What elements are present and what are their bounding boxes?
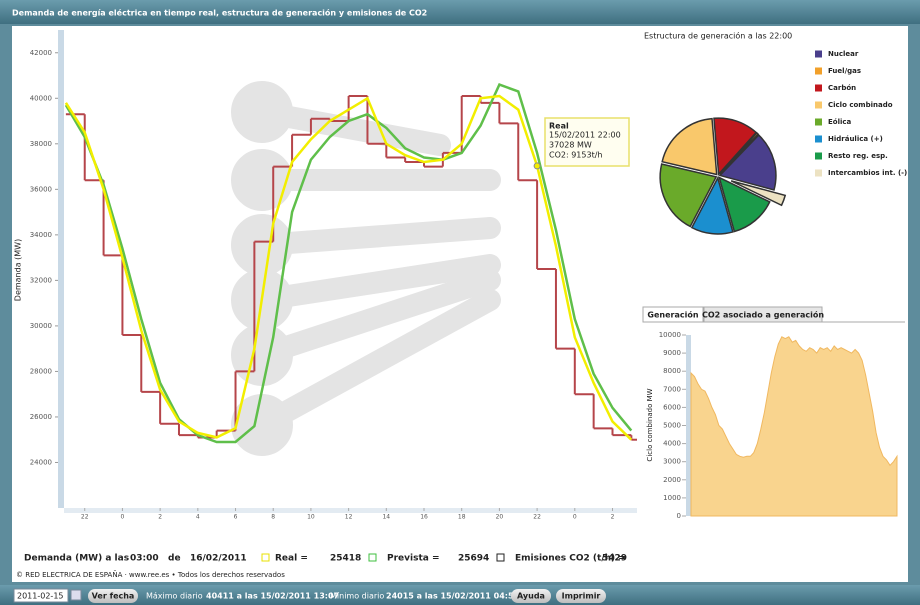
y-tick-label: 5000	[663, 422, 681, 430]
y-tick-label: 8000	[663, 367, 681, 375]
tooltip-value: 37028 MW	[549, 141, 592, 150]
y-tick-label: 42000	[30, 49, 52, 57]
y-tick-label: 1000	[663, 494, 681, 502]
legend-swatch	[815, 170, 822, 177]
legend-swatch	[815, 153, 822, 160]
y-tick-label: 34000	[30, 231, 52, 239]
legend-swatch	[815, 102, 822, 109]
tooltip-date: 15/02/2011 22:00	[549, 131, 621, 140]
calendar-icon[interactable]	[71, 590, 81, 600]
tab-label[interactable]: Generación	[647, 310, 698, 320]
legend-label: Intercambios int. (-)	[828, 169, 907, 177]
copyright: © RED ELECTRICA DE ESPAÑA · www.ree.es •…	[16, 570, 285, 579]
x-tick-label: 0	[121, 514, 125, 521]
y-axis-label: Ciclo combinado MW	[646, 388, 654, 461]
y-tick-label: 24000	[30, 458, 52, 466]
x-axis-strip	[64, 508, 637, 513]
page: {"header": {"title": "Demanda de energía…	[0, 0, 920, 605]
co2-value: 5429	[602, 554, 627, 564]
y-tick-label: 7000	[663, 385, 681, 393]
legend-marker	[262, 554, 269, 561]
real-value: 25418	[330, 554, 361, 564]
y-tick-label: 10000	[659, 331, 681, 339]
legend-swatch	[815, 119, 822, 126]
max-label: Máximo diario	[146, 592, 203, 601]
y-tick-label: 32000	[30, 276, 52, 284]
prev-value: 25694	[458, 554, 489, 564]
legend-swatch	[815, 85, 822, 92]
screen: Demanda de energía eléctrica en tiempo r…	[0, 0, 920, 605]
legend-label: Eólica	[828, 118, 852, 126]
x-tick-label: 0	[573, 514, 577, 521]
x-tick-label: 16	[420, 514, 428, 521]
legend-swatch	[815, 68, 822, 75]
x-tick-label: 12	[345, 514, 353, 521]
button-label[interactable]: Ayuda	[517, 592, 545, 601]
min-value: 24015 a las 15/02/2011 04:53	[386, 592, 519, 601]
y-tick-label: 36000	[30, 185, 52, 193]
tooltip: Real 15/02/2011 22:00 37028 MW CO2: 9153…	[545, 118, 629, 166]
y-axis-label: Demanda (MW)	[14, 239, 23, 301]
x-tick-label: 2	[158, 514, 162, 521]
summary-time: 03:00	[130, 554, 159, 564]
legend-swatch	[815, 136, 822, 143]
y-tick-label: 3000	[663, 458, 681, 466]
max-value: 40411 a las 15/02/2011 13:07	[206, 592, 339, 601]
x-tick-label: 2	[611, 514, 615, 521]
y-axis-strip	[58, 30, 64, 508]
y-tick-label: 26000	[30, 413, 52, 421]
tooltip-co2: CO2: 9153t/h	[549, 151, 602, 160]
legend-label: Ciclo combinado	[828, 101, 893, 109]
summary-label: Demanda (MW) a las	[24, 554, 129, 564]
pie-title: Estructura de generación a las 22:00	[644, 31, 792, 41]
x-tick-label: 10	[307, 514, 315, 521]
x-tick-label: 8	[271, 514, 275, 521]
button-label[interactable]: Imprimir	[562, 592, 601, 601]
legend-label: Fuel/gas	[828, 67, 861, 75]
y-tick-label: 0	[677, 512, 681, 520]
y-tick-label: 28000	[30, 367, 52, 375]
summary-de: de	[168, 554, 181, 564]
y-axis-strip	[686, 335, 691, 516]
tab-label[interactable]: CO2 asociado a generación	[702, 310, 824, 320]
y-tick-label: 4000	[663, 440, 681, 448]
x-tick-label: 6	[234, 514, 238, 521]
legend-label: Nuclear	[828, 50, 859, 58]
summary-date: 16/02/2011	[190, 554, 247, 564]
x-tick-label: 20	[496, 514, 504, 521]
y-tick-label: 6000	[663, 403, 681, 411]
y-tick-label: 9000	[663, 349, 681, 357]
legend-label: Resto reg. esp.	[828, 152, 888, 160]
y-tick-label: 40000	[30, 94, 52, 102]
hover-point	[534, 163, 540, 169]
button-label[interactable]: Ver fecha	[92, 592, 135, 601]
min-label: Mínimo diario	[330, 592, 384, 601]
y-tick-label: 38000	[30, 140, 52, 148]
real-label: Real =	[275, 554, 308, 564]
date-value[interactable]: 2011-02-15	[17, 592, 64, 601]
x-tick-label: 18	[458, 514, 466, 521]
page-title: Demanda de energía eléctrica en tiempo r…	[12, 8, 427, 18]
legend-label: Carbón	[828, 84, 856, 92]
x-tick-label: 4	[196, 514, 200, 521]
legend-marker	[369, 554, 376, 561]
prev-label: Prevista =	[387, 554, 440, 564]
y-tick-label: 30000	[30, 322, 52, 330]
legend-marker	[497, 554, 504, 561]
legend-swatch	[815, 51, 822, 58]
x-tick-label: 14	[382, 514, 390, 521]
x-tick-label: 22	[533, 514, 541, 521]
legend-label: Hidráulica (+)	[828, 135, 883, 143]
y-tick-label: 2000	[663, 476, 681, 484]
x-tick-label: 22	[81, 514, 89, 521]
tooltip-title: Real	[549, 122, 569, 131]
